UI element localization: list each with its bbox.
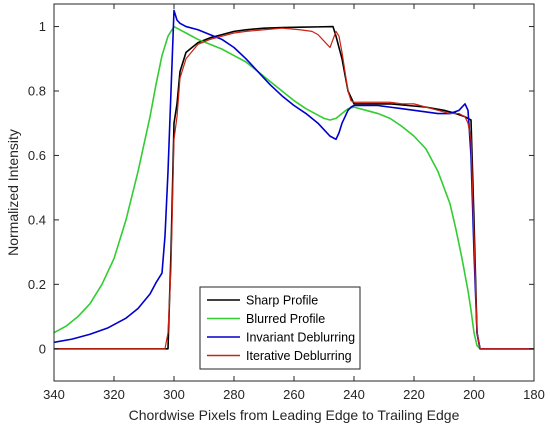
legend-label: Sharp Profile — [246, 294, 318, 308]
y-tick-label: 0.2 — [28, 277, 46, 292]
x-tick-label: 280 — [223, 387, 245, 402]
legend-label: Blurred Profile — [246, 312, 325, 326]
y-tick-label: 0 — [39, 341, 46, 356]
x-tick-label: 340 — [43, 387, 65, 402]
y-tick-label: 0.4 — [28, 212, 46, 227]
legend-label: Iterative Deblurring — [246, 349, 352, 363]
x-tick-label: 300 — [163, 387, 185, 402]
x-tick-label: 180 — [523, 387, 545, 402]
series-line-sharp-profile — [54, 25, 534, 350]
y-axis-label: Normalized Intensity — [5, 129, 21, 256]
legend-label: Invariant Deblurring — [246, 331, 355, 345]
series-line-invariant-deblurring — [54, 9, 534, 350]
series-line-iterative-deblurring — [54, 27, 534, 350]
x-tick-label: 260 — [283, 387, 305, 402]
x-tick-label: 320 — [103, 387, 125, 402]
y-tick-label: 1 — [39, 19, 46, 34]
y-tick-label: 0.6 — [28, 148, 46, 163]
x-axis-label: Chordwise Pixels from Leading Edge to Tr… — [129, 407, 460, 423]
x-tick-label: 240 — [343, 387, 365, 402]
x-tick-label: 200 — [463, 387, 485, 402]
y-tick-label: 0.8 — [28, 84, 46, 99]
legend: Sharp Profile Blurred Profile Invariant De… — [199, 286, 361, 370]
x-tick-label: 220 — [403, 387, 425, 402]
series-line-blurred-profile — [54, 25, 534, 350]
